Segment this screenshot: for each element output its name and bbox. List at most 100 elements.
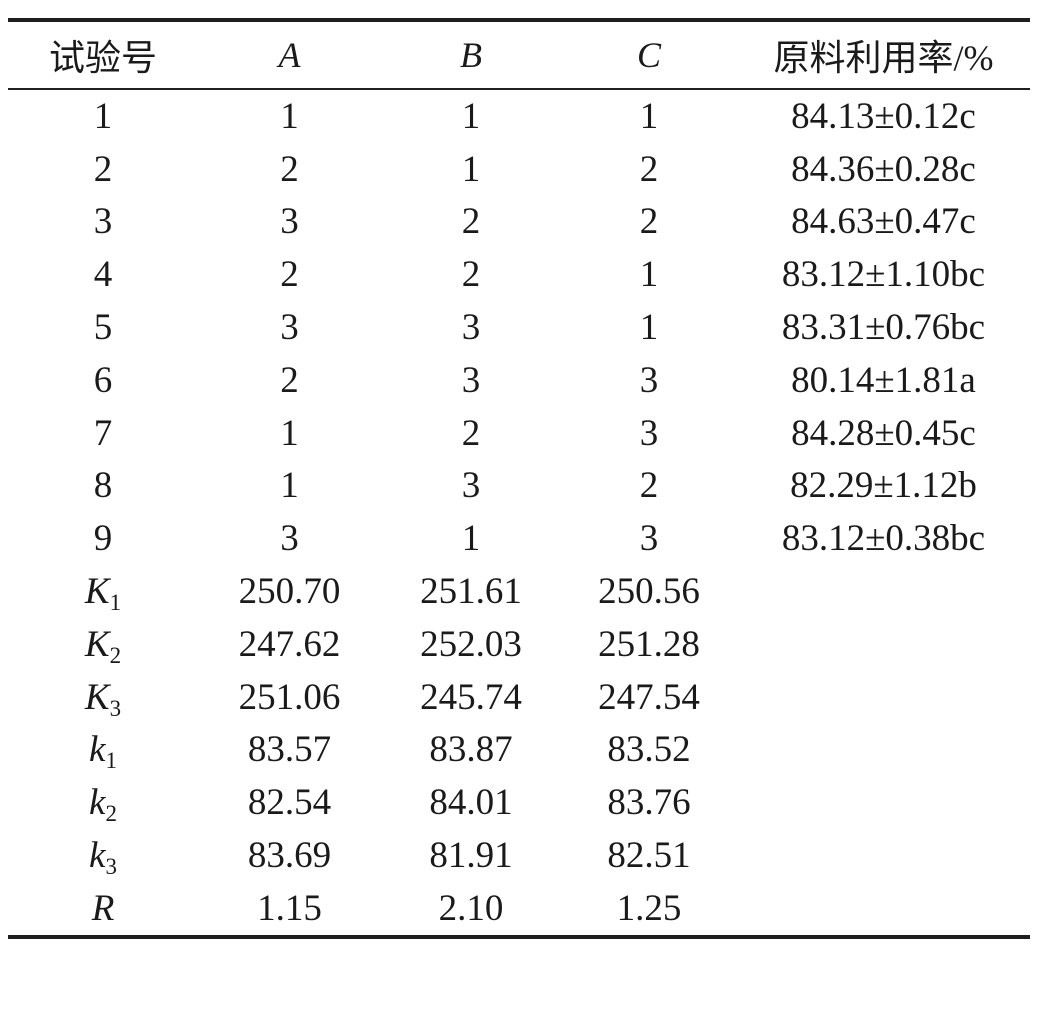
table-header: 试验号 A B C 原料利用率/% <box>8 20 1030 90</box>
cell-test-number: 4 <box>93 254 113 296</box>
cell-stat-a: 250.70 <box>238 571 341 613</box>
cell-factor-c-level: 3 <box>639 412 659 454</box>
cell-stat-c: 83.52 <box>607 729 691 771</box>
stat-label-subscript: 2 <box>105 801 117 827</box>
cell-factor-b-level: 1 <box>461 95 481 137</box>
experiment-row: 6 2 3 3 80.14±1.81a <box>8 354 1030 407</box>
cell-material-utilization: 80.14±1.81a <box>791 359 976 401</box>
header-factor-c: C <box>561 20 737 90</box>
cell-factor-a-level: 1 <box>280 465 299 507</box>
cell-material-utilization: 82.29±1.12b <box>790 465 977 507</box>
cell-stat-a: 1.15 <box>257 887 322 929</box>
stat-label-base: K <box>84 571 110 613</box>
cell-stat-b: 84.01 <box>429 782 513 824</box>
cell-stat-c: 83.76 <box>607 782 691 824</box>
cell-stat-empty <box>737 829 1030 882</box>
cell-stat-empty <box>737 882 1030 937</box>
stat-label-subscript: 1 <box>109 590 122 616</box>
cell-test-number: 9 <box>93 518 113 560</box>
stat-label-base: K <box>84 623 110 665</box>
cell-factor-b-level: 1 <box>461 148 481 190</box>
experiment-row: 8 1 3 2 82.29±1.12b <box>8 460 1030 513</box>
cell-stat-c: 247.54 <box>598 676 700 718</box>
cell-stat-label: K3 <box>8 671 198 724</box>
cell-test-number: 8 <box>93 465 113 507</box>
header-test-number: 试验号 <box>8 20 198 90</box>
stat-label-subscript: 1 <box>105 748 117 774</box>
table-body: 1 1 1 1 84.13±0.12c 2 2 1 2 84.36±0.28c … <box>8 89 1030 937</box>
cell-test-number: 7 <box>93 412 113 454</box>
statistic-row: k3 83.69 81.91 82.51 <box>8 829 1030 882</box>
cell-factor-a-level: 2 <box>280 359 299 401</box>
statistic-row: k1 83.57 83.87 83.52 <box>8 724 1030 777</box>
cell-stat-b: 81.91 <box>429 835 513 877</box>
statistic-row: R 1.15 2.10 1.25 <box>8 882 1030 937</box>
paper-table-page: 试验号 A B C 原料利用率/% 1 1 1 1 84.13±0.12c 2 … <box>0 18 1038 1010</box>
cell-test-number: 1 <box>93 95 113 137</box>
experiment-row: 9 3 1 3 83.12±0.38bc <box>8 512 1030 565</box>
cell-factor-a-level: 3 <box>280 201 299 243</box>
stat-label-subscript: 3 <box>105 854 117 880</box>
cell-factor-a-level: 2 <box>280 148 299 190</box>
experiment-row: 5 3 3 1 83.31±0.76bc <box>8 301 1030 354</box>
cell-stat-a: 251.06 <box>238 676 341 718</box>
cell-stat-label: k1 <box>8 724 198 777</box>
cell-factor-a-level: 2 <box>280 254 299 296</box>
experiment-row: 4 2 2 1 83.12±1.10bc <box>8 248 1030 301</box>
cell-test-number: 5 <box>93 307 113 349</box>
cell-stat-b: 251.61 <box>420 571 522 613</box>
cell-factor-c-level: 3 <box>639 359 659 401</box>
cell-stat-b: 2.10 <box>438 887 504 929</box>
cell-factor-b-level: 2 <box>461 254 481 296</box>
cell-stat-c: 251.28 <box>598 623 700 665</box>
header-row: 试验号 A B C 原料利用率/% <box>8 20 1030 90</box>
header-material-utilization: 原料利用率/% <box>737 20 1030 90</box>
experiment-row: 3 3 2 2 84.63±0.47c <box>8 196 1030 249</box>
cell-material-utilization: 84.28±0.45c <box>791 412 976 454</box>
cell-factor-c-level: 1 <box>639 307 659 349</box>
statistic-row: K2 247.62 252.03 251.28 <box>8 618 1030 671</box>
experiment-row: 7 1 2 3 84.28±0.45c <box>8 407 1030 460</box>
header-factor-b: B <box>381 20 561 90</box>
stat-label-base: k <box>89 835 106 877</box>
cell-test-number: 6 <box>93 359 113 401</box>
stat-label-base: k <box>89 729 106 771</box>
cell-stat-empty <box>737 565 1030 618</box>
cell-material-utilization: 84.36±0.28c <box>791 148 976 190</box>
cell-factor-b-level: 3 <box>461 307 481 349</box>
cell-stat-a: 82.54 <box>247 782 332 824</box>
cell-factor-a-level: 1 <box>280 412 299 454</box>
cell-factor-b-level: 2 <box>461 412 481 454</box>
statistic-row: K1 250.70 251.61 250.56 <box>8 565 1030 618</box>
cell-stat-empty <box>737 671 1030 724</box>
cell-material-utilization: 84.63±0.47c <box>791 201 976 243</box>
cell-factor-a-level: 3 <box>280 518 299 560</box>
statistic-row: K3 251.06 245.74 247.54 <box>8 671 1030 724</box>
cell-stat-label: R <box>8 882 198 937</box>
cell-stat-c: 250.56 <box>598 571 700 613</box>
cell-stat-label: k2 <box>8 776 198 829</box>
cell-factor-c-level: 1 <box>639 254 659 296</box>
statistic-row: k2 82.54 84.01 83.76 <box>8 776 1030 829</box>
cell-factor-c-level: 3 <box>639 518 659 560</box>
cell-stat-empty <box>737 618 1030 671</box>
cell-stat-a: 83.69 <box>247 835 332 877</box>
cell-factor-c-level: 1 <box>639 95 659 137</box>
cell-factor-b-level: 3 <box>461 465 481 507</box>
cell-stat-b: 252.03 <box>420 623 522 665</box>
stat-label-subscript: 3 <box>109 695 122 721</box>
stat-label-base: K <box>84 676 110 718</box>
cell-factor-c-level: 2 <box>639 465 659 507</box>
experiment-row: 1 1 1 1 84.13±0.12c <box>8 89 1030 143</box>
cell-stat-c: 1.25 <box>616 887 682 929</box>
stat-label-subscript: 2 <box>109 642 122 668</box>
cell-stat-a: 83.57 <box>247 729 332 771</box>
cell-stat-c: 82.51 <box>607 835 691 877</box>
cell-stat-label: k3 <box>8 829 198 882</box>
cell-test-number: 3 <box>93 201 113 243</box>
header-factor-a: A <box>198 20 381 90</box>
stat-label-base: k <box>89 782 106 824</box>
cell-material-utilization: 83.31±0.76bc <box>781 307 986 349</box>
cell-stat-empty <box>737 724 1030 777</box>
cell-test-number: 2 <box>93 148 113 190</box>
